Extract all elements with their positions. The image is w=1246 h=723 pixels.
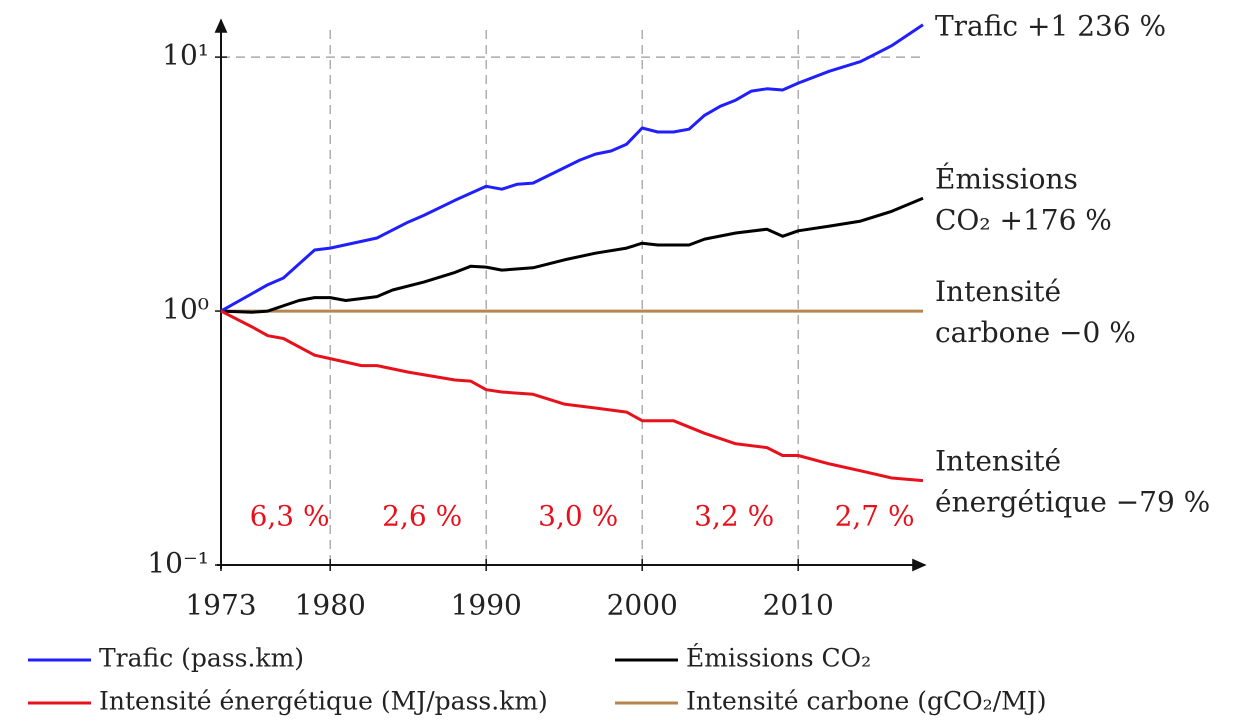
y-tick-label: 10¹	[162, 39, 209, 72]
period-rate: 6,3 %	[250, 500, 330, 533]
period-rate: 2,7 %	[835, 500, 915, 533]
legend-label: Intensité carbone (gCO₂/MJ)	[686, 687, 1047, 716]
period-rate: 3,2 %	[694, 500, 774, 533]
end-label: Intensité	[935, 445, 1061, 478]
x-tick-label: 1990	[451, 589, 522, 622]
series-line	[220, 23, 924, 313]
end-label: carbone −0 %	[935, 316, 1136, 349]
x-tick-label: 2000	[607, 589, 678, 622]
x-tick-label: 2010	[763, 589, 834, 622]
series-line	[220, 196, 924, 314]
y-tick-label: 10⁰	[162, 293, 209, 326]
period-rate: 2,6 %	[382, 500, 462, 533]
series-line	[220, 309, 924, 483]
end-label: énergétique −79 %	[935, 486, 1210, 519]
legend-label: Intensité énergétique (MJ/pass.km)	[99, 687, 548, 716]
end-label: Intensité	[935, 275, 1061, 308]
period-rate: 3,0 %	[538, 500, 618, 533]
end-label: Trafic +1 236 %	[935, 9, 1166, 42]
legend-label: Trafic (pass.km)	[99, 644, 304, 673]
legend-label: Émissions CO₂	[686, 644, 871, 673]
y-tick-label: 10⁻¹	[147, 547, 209, 580]
end-label: CO₂ +176 %	[935, 203, 1112, 236]
end-label: Émissions	[935, 162, 1078, 195]
x-tick-label: 1973	[185, 589, 256, 622]
x-tick-label: 1980	[295, 589, 366, 622]
